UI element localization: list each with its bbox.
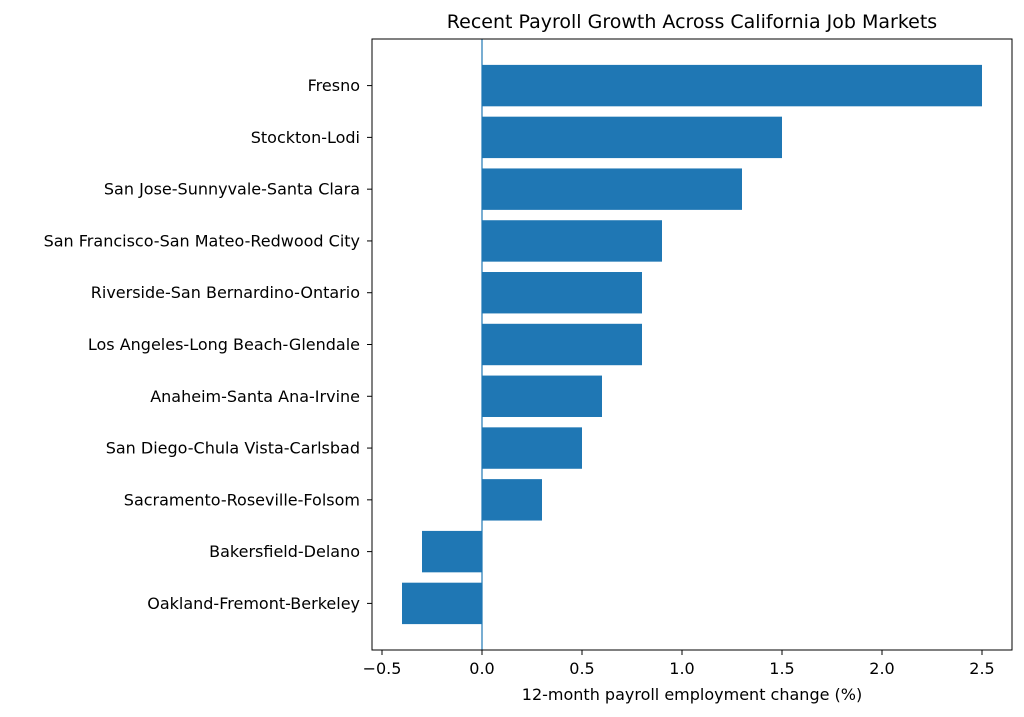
- x-ticks: −0.5 0.0 0.5 1.0 1.5 2.0 2.5: [363, 650, 995, 678]
- bar-6: [482, 375, 602, 417]
- x-tick-label: 1.5: [769, 659, 794, 678]
- y-tick-label: Riverside-San Bernardino-Ontario: [91, 283, 360, 302]
- y-tick-label: Bakersfield-Delano: [209, 542, 360, 561]
- x-tick-label: 0.0: [469, 659, 494, 678]
- y-tick-labels: Fresno Stockton-Lodi San Jose-Sunnyvale-Sa…: [44, 76, 372, 613]
- bar-0: [482, 64, 982, 107]
- bar-5: [482, 323, 642, 366]
- x-tick-label: 0.5: [569, 659, 594, 678]
- y-tick-label: Stockton-Lodi: [251, 128, 360, 147]
- chart-title: Recent Payroll Growth Across California …: [447, 11, 937, 33]
- x-tick-label: 1.0: [669, 659, 694, 678]
- y-tick-label: San Jose-Sunnyvale-Santa Clara: [104, 180, 360, 199]
- bar-3: [482, 220, 662, 262]
- plot-frame: [371, 38, 1013, 651]
- x-tick-label: −0.5: [363, 659, 402, 678]
- y-tick-label: Oakland-Fremont-Berkeley: [147, 594, 360, 613]
- bar-2: [482, 168, 742, 210]
- bar-10: [402, 582, 482, 625]
- x-tick-label: 2.5: [969, 659, 994, 678]
- y-tick-label: Sacramento-Roseville-Folsom: [124, 490, 360, 509]
- y-tick-label: Anaheim-Santa Ana-Irvine: [150, 387, 360, 406]
- bar-1: [482, 116, 782, 159]
- y-tick-label: Fresno: [308, 76, 360, 95]
- x-tick-label: 2.0: [869, 659, 894, 678]
- bar-4: [482, 272, 642, 314]
- y-tick-label: Los Angeles-Long Beach-Glendale: [88, 335, 360, 354]
- x-axis-label: 12-month payroll employment change (%): [522, 685, 862, 704]
- y-tick-label: San Diego-Chula Vista-Carlsbad: [106, 439, 360, 458]
- bars-group: [402, 64, 982, 625]
- bar-7: [482, 427, 582, 469]
- bar-8: [482, 479, 542, 521]
- y-tick-label: San Francisco-San Mateo-Redwood City: [44, 231, 360, 250]
- bar-9: [422, 530, 482, 573]
